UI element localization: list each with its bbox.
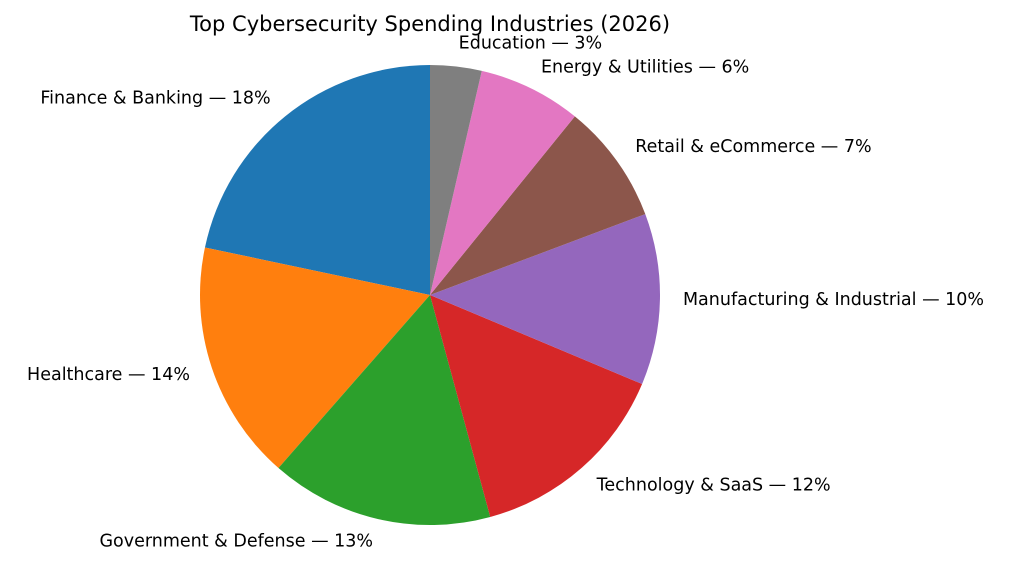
slice-label: Retail & eCommerce — 7% bbox=[635, 137, 871, 157]
pie-slice bbox=[430, 116, 646, 295]
slice-label: Manufacturing & Industrial — 10% bbox=[683, 290, 984, 310]
pie-slice bbox=[430, 214, 660, 385]
pie-slice bbox=[278, 295, 491, 525]
pie-slice bbox=[430, 65, 482, 295]
slice-label: Education — 3% bbox=[459, 34, 603, 54]
slice-label: Government & Defense — 13% bbox=[99, 532, 373, 552]
slice-label: Finance & Banking — 18% bbox=[40, 88, 270, 108]
pie-slice bbox=[430, 70, 575, 296]
pie-labels: Finance & Banking — 18% Healthcare — 14% G… bbox=[27, 34, 984, 552]
pie-slice bbox=[430, 295, 643, 517]
slice-label: Healthcare — 14% bbox=[27, 365, 190, 385]
slice-label: Technology & SaaS — 12% bbox=[596, 475, 831, 495]
pie-slice bbox=[204, 65, 430, 295]
pie-slice bbox=[200, 247, 430, 469]
chart-title: Top Cybersecurity Spending Industries (2… bbox=[189, 12, 670, 36]
slice-label: Energy & Utilities — 6% bbox=[541, 58, 749, 78]
pie-slices bbox=[200, 65, 660, 525]
